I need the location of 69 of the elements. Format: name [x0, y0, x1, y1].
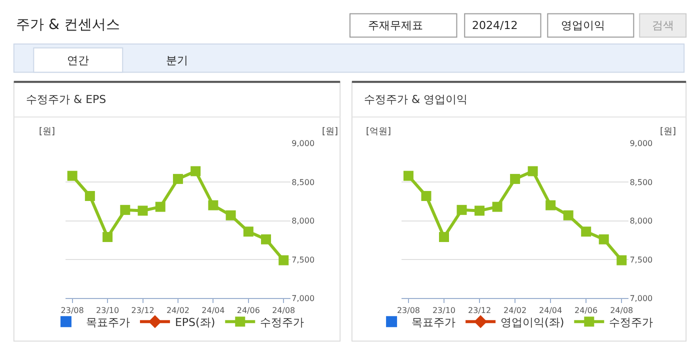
y2-tick-label: 7,000 — [630, 294, 653, 304]
legend-label: 수정주가 — [260, 316, 304, 329]
point — [616, 255, 627, 266]
legend-label: EPS(좌) — [174, 316, 216, 329]
x-tick-label: 24/02 — [504, 306, 527, 315]
x-tick-label: 23/10 — [432, 306, 456, 315]
y2-tick-label: 8,000 — [292, 216, 315, 226]
x-tick-label: 23/10 — [96, 306, 120, 315]
point — [226, 210, 236, 220]
point — [563, 210, 574, 220]
point — [546, 200, 556, 210]
text: 주재무제표 — [368, 19, 423, 32]
y2-tick-label: 7,500 — [292, 255, 315, 264]
x-tick-label: 23/12 — [131, 306, 154, 315]
point — [243, 226, 254, 237]
x-tick-label: 23/08 — [60, 306, 84, 315]
point — [474, 206, 485, 216]
x-tick-label: 23/12 — [468, 306, 492, 315]
point — [208, 200, 218, 210]
chart-title: 수정주가 & 영업이익 — [364, 93, 468, 106]
y2-axis-title: [원] — [322, 127, 338, 137]
text: 연간 — [67, 54, 89, 67]
y-axis-title: [억원] — [366, 127, 392, 137]
point — [456, 204, 467, 215]
text: 2024/12 — [472, 19, 518, 32]
point — [190, 166, 201, 176]
text: 분기 — [166, 54, 188, 67]
point — [598, 234, 609, 244]
legend-label: 목표주가 — [412, 316, 456, 329]
y2-tick-label: 7,500 — [630, 255, 653, 264]
legend-label: 영업이익(좌) — [500, 316, 564, 329]
y2-tick-label: 8,500 — [630, 178, 653, 187]
point — [528, 166, 538, 176]
point — [102, 232, 113, 242]
x-tick-label: 24/08 — [272, 306, 296, 315]
x-tick-label: 24/08 — [610, 306, 634, 315]
y2-axis-title: [원] — [660, 127, 676, 137]
text: 영업이익 — [561, 19, 605, 32]
point — [510, 174, 520, 184]
x-tick-label: 23/08 — [396, 306, 420, 315]
point — [138, 206, 148, 216]
point — [492, 202, 502, 212]
point — [120, 204, 130, 215]
point — [421, 190, 432, 201]
text: 주가 & 컨센서스 — [16, 17, 120, 33]
x-tick-label: 24/06 — [236, 306, 260, 315]
x-tick-label: 24/06 — [574, 306, 598, 315]
legend-label: 목표주가 — [86, 316, 130, 329]
point — [172, 174, 183, 184]
point — [67, 170, 78, 181]
point — [581, 226, 592, 237]
chart-title: 수정주가 & EPS — [26, 93, 106, 106]
y2-tick-label: 8,000 — [630, 216, 653, 226]
legend-label: 수정주가 — [609, 316, 654, 329]
point — [403, 170, 414, 181]
x-tick-label: 24/04 — [539, 306, 562, 315]
text: 검색 — [652, 19, 674, 32]
point — [439, 232, 450, 242]
y2-tick-label: 7,000 — [292, 294, 315, 304]
point — [261, 234, 272, 244]
point — [278, 255, 289, 266]
y-axis-title: [원] — [39, 127, 56, 137]
y2-tick-label: 8,500 — [292, 178, 315, 187]
y2-tick-label: 9,000 — [292, 139, 315, 148]
point — [155, 202, 166, 212]
point — [84, 190, 95, 201]
x-tick-label: 24/02 — [166, 306, 190, 315]
y2-tick-label: 9,000 — [630, 139, 653, 148]
x-tick-label: 24/04 — [202, 306, 225, 315]
